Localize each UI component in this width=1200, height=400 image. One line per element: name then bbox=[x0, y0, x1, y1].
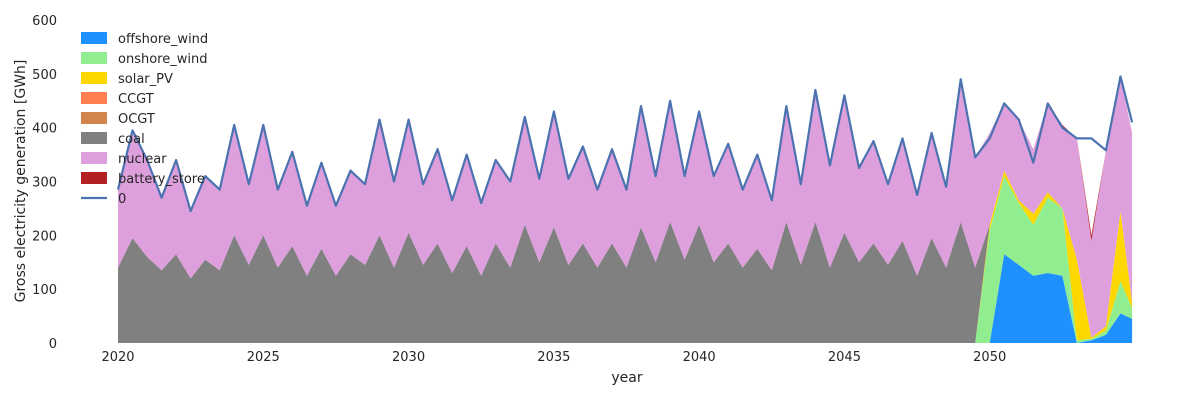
x-tick-label: 2040 bbox=[683, 350, 716, 365]
legend: offshore_wind onshore_wind solar_PV CCGT OCG… bbox=[81, 32, 208, 207]
legend-swatch bbox=[81, 72, 107, 84]
x-tick-label: 2020 bbox=[101, 350, 134, 365]
x-tick-label: 2035 bbox=[537, 350, 570, 365]
y-tick-label: 100 bbox=[32, 283, 57, 298]
x-tick-label: 2030 bbox=[392, 350, 425, 365]
legend-swatch bbox=[81, 32, 107, 44]
y-tick-label: 300 bbox=[32, 176, 57, 191]
y-tick-label: 200 bbox=[32, 229, 57, 244]
x-axis-title: year bbox=[611, 370, 642, 386]
y-tick-label: 600 bbox=[32, 14, 57, 29]
legend-label: coal bbox=[118, 132, 145, 147]
legend-swatch bbox=[81, 152, 107, 164]
y-tick-label: 500 bbox=[32, 68, 57, 83]
y-tick-label: 400 bbox=[32, 122, 57, 137]
total-line-group bbox=[116, 75, 1134, 213]
legend-swatch bbox=[81, 92, 107, 104]
area-nuclear bbox=[118, 76, 1133, 338]
x-tick-label: 2025 bbox=[247, 350, 280, 365]
legend-swatch bbox=[81, 112, 107, 124]
legend-label: onshore_wind bbox=[118, 52, 207, 67]
legend-label: solar_PV bbox=[118, 72, 173, 87]
x-tick-label: 2050 bbox=[973, 350, 1006, 365]
y-axis-title: Gross electricity generation [GWh] bbox=[13, 60, 29, 303]
area-coal bbox=[118, 170, 1133, 343]
legend-label: CCGT bbox=[118, 92, 154, 107]
legend-label: OCGT bbox=[118, 112, 155, 127]
legend-swatch bbox=[81, 132, 107, 144]
legend-swatch bbox=[81, 52, 107, 64]
legend-label: 0 bbox=[118, 192, 126, 207]
legend-label: battery_store bbox=[118, 172, 205, 187]
area-offshore-wind bbox=[118, 254, 1133, 343]
y-axis-ticks: 0 100 200 300 400 500 600 bbox=[32, 14, 57, 352]
legend-swatch bbox=[81, 172, 107, 184]
legend-label: nuclear bbox=[118, 152, 167, 167]
stacked-areas bbox=[118, 76, 1133, 343]
x-tick-label: 2045 bbox=[828, 350, 861, 365]
legend-label: offshore_wind bbox=[118, 32, 208, 47]
total-line bbox=[116, 75, 1134, 213]
x-axis-ticks: 2020 2025 2030 2035 2040 2045 2050 bbox=[101, 350, 1006, 365]
y-tick-label: 0 bbox=[49, 337, 57, 352]
